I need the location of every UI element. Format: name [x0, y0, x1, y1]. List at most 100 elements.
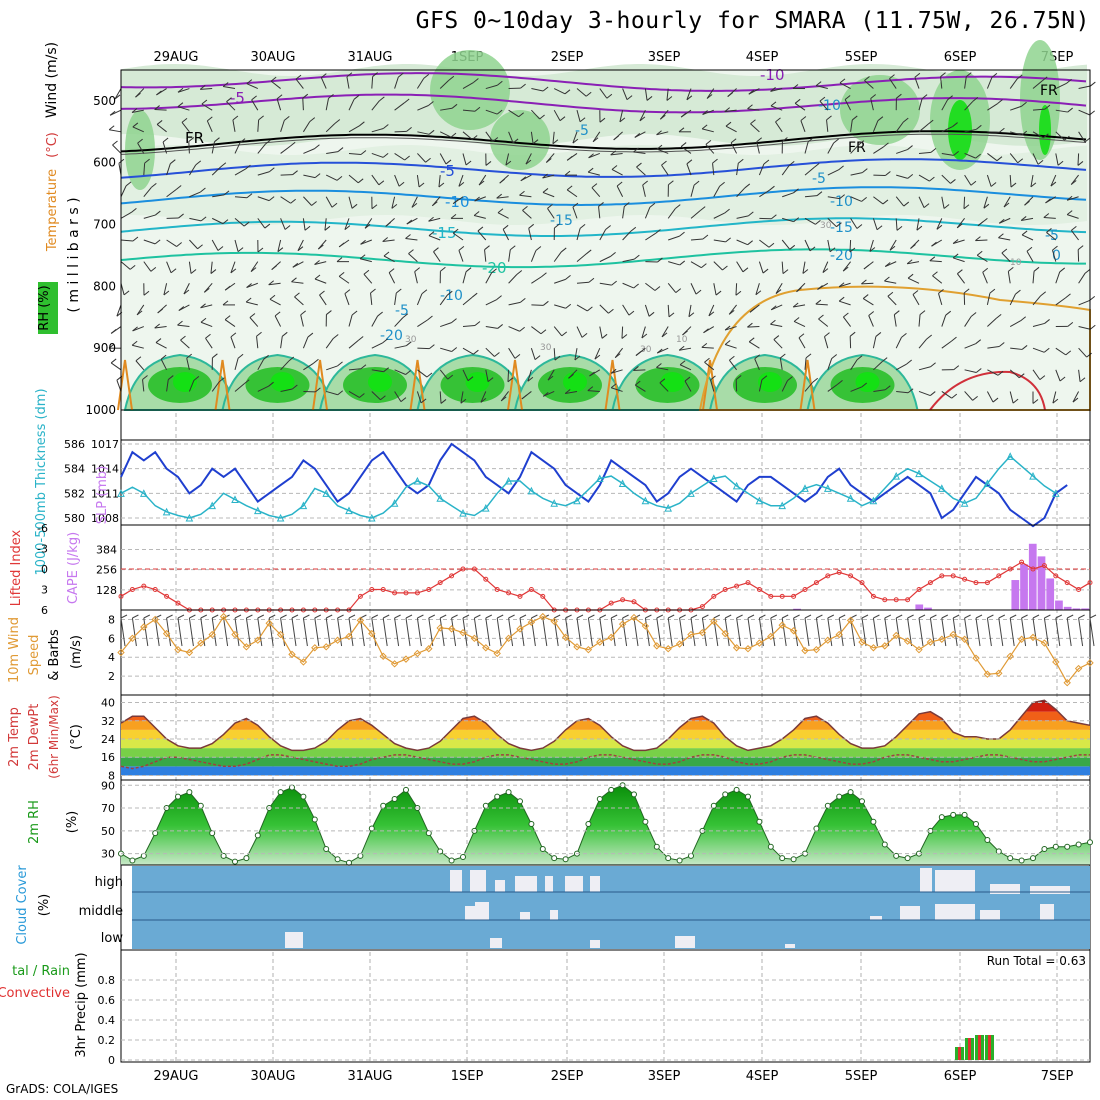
wind-barb-flag: [336, 257, 343, 263]
wind-barb-flag: [719, 181, 725, 187]
wind-barb-flag: [894, 310, 900, 316]
wind-barb: [730, 142, 738, 154]
precip-bar-convective: [988, 1035, 991, 1060]
cape-tick-label: 128: [96, 584, 117, 597]
wind-barb-flag: [965, 72, 972, 78]
contour-label-extra: 30: [820, 221, 832, 231]
cape-tick-label: 384: [96, 543, 117, 556]
wind-speed-marker: [710, 617, 718, 626]
wind-barb-flag: [989, 288, 996, 294]
wind-barb-flag: [927, 119, 934, 125]
wind-barb-flag: [331, 202, 338, 208]
cloud-bar: [675, 936, 695, 948]
wind-barb: [804, 239, 811, 252]
wind-barb-flag: [805, 353, 812, 359]
wind-barb-flag: [269, 294, 276, 300]
wind-barb-flag: [972, 395, 978, 401]
rh-marker: [346, 859, 352, 866]
wind-speed-marker: [299, 658, 308, 666]
wind-barb-flag: [245, 297, 252, 303]
wind-barb-flag: [360, 239, 366, 245]
wind-barb: [211, 217, 224, 225]
wind-barb: [1003, 196, 1011, 208]
wind-barb-flag: [1046, 228, 1052, 233]
surface-wind-barb: [633, 617, 639, 647]
wind-barb-flag: [276, 94, 283, 100]
wind-barb-flag: [1044, 104, 1051, 110]
wind-barb: [132, 344, 144, 349]
wind-barb: [889, 239, 897, 251]
wind-barb: [542, 191, 555, 198]
wind-barb-flag: [1017, 158, 1024, 164]
wind-barb: [360, 258, 372, 263]
wind-barb-flag: [132, 122, 139, 128]
wind-barb: [439, 391, 442, 404]
wind-barb: [364, 218, 373, 229]
wind-barb-flag: [162, 137, 169, 143]
wind-barb: [885, 261, 897, 267]
wind-barb: [547, 369, 555, 381]
lifted-marker: [791, 593, 797, 599]
contour-label: -5: [230, 89, 245, 107]
wind-barb: [484, 249, 487, 262]
wind-barb: [932, 275, 943, 284]
wind-barb: [956, 273, 965, 284]
wind-barb-flag: [473, 211, 480, 216]
wind-speed-marker: [858, 638, 866, 646]
wind-barb: [588, 171, 600, 176]
wind-barb: [644, 88, 648, 101]
wind-barb-flag: [432, 201, 438, 207]
wind-barb: [827, 358, 833, 370]
wind-barb: [154, 109, 167, 111]
temp-contour-spike: [409, 359, 426, 411]
wind-barb: [439, 153, 447, 165]
wind-barb-flag: [547, 204, 553, 209]
contour-label: -5: [440, 162, 455, 180]
surface-wind-barb: [861, 617, 867, 647]
wind-barb-flag: [268, 280, 275, 286]
wind-barb-flag: [1077, 245, 1084, 251]
surface-wind-barb-flag: [873, 614, 880, 619]
wind-barb-flag: [480, 398, 487, 403]
rh-marker: [893, 852, 900, 859]
wind-barb-flag: [383, 367, 389, 373]
wind-barb: [394, 369, 406, 375]
wind-barb: [200, 321, 213, 328]
wind-barb-flag: [420, 398, 427, 404]
lifted-marker: [426, 587, 432, 592]
wind-barb: [440, 107, 453, 111]
wind-barb: [554, 278, 566, 284]
surface-wind-barb: [975, 617, 981, 647]
wind-barb-flag: [907, 174, 914, 179]
surface-wind-barb: [382, 617, 388, 647]
wind-barb-flag: [283, 116, 290, 121]
wind-barb-flag: [684, 376, 691, 382]
wind-barb: [779, 357, 783, 370]
surface-wind-barb-flag: [474, 614, 481, 619]
cloud-bar: [285, 932, 303, 948]
rh-legend-swatch: [38, 282, 58, 334]
axis-label-lifted: Lifted Index: [9, 529, 24, 606]
wind-barb-flag: [950, 179, 956, 184]
lifted-marker: [984, 580, 990, 586]
contour-label: -20: [482, 259, 507, 277]
surface-wind-barb-flag: [303, 614, 310, 619]
cape-bar: [915, 604, 924, 610]
wind-barb-flag: [587, 306, 593, 312]
bl-moist-peak: [465, 372, 490, 392]
wind-barb: [574, 348, 578, 361]
wind-barb: [941, 174, 951, 184]
rh-marker: [676, 857, 683, 864]
wind-barb-flag: [793, 188, 799, 194]
wind-barb-flag: [907, 145, 913, 150]
wind-barb: [405, 238, 418, 241]
thickness-marker: [687, 489, 695, 497]
lifted-marker: [802, 587, 808, 592]
wind-barb: [702, 128, 714, 133]
bl-moist-peak: [758, 372, 782, 392]
wind-barb-flag: [246, 79, 253, 85]
wind-speed-marker: [960, 635, 969, 643]
wind-barb-flag: [956, 223, 963, 229]
wind-barb-flag: [428, 231, 435, 237]
wind-barb: [302, 98, 304, 111]
